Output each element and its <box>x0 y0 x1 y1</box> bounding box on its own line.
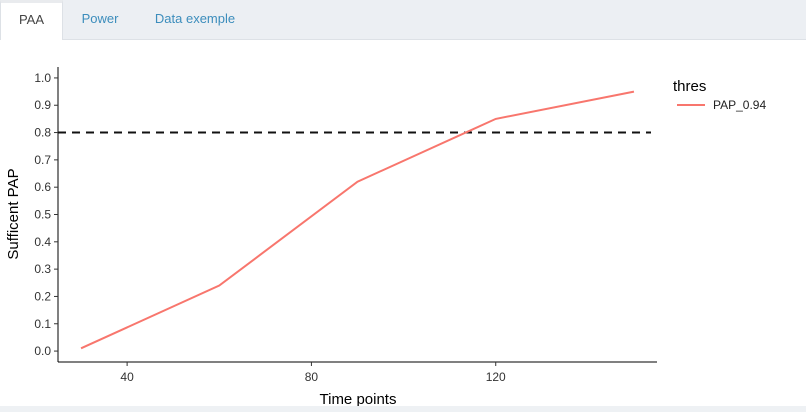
x-axis-label: Time points <box>320 391 397 408</box>
y-tick-label: 0.1 <box>34 317 51 331</box>
tab-bar: PAA Power Data exemple <box>0 0 806 41</box>
y-tick-label: 1.0 <box>34 71 51 85</box>
y-tick-label: 0.8 <box>34 126 51 140</box>
legend-title: thres <box>673 78 706 95</box>
x-tick-label: 80 <box>305 370 319 384</box>
y-axis-ticks: 0.0 0.1 0.2 0.3 0.4 0.5 0.6 0.7 0.8 0.9 1.0 <box>34 71 58 358</box>
y-tick-label: 0.7 <box>34 153 51 167</box>
y-tick-label: 0.0 <box>34 344 51 358</box>
y-tick-label: 0.4 <box>34 235 51 249</box>
chart-marks <box>58 90 651 350</box>
line-chart: 0.0 0.1 0.2 0.3 0.4 0.5 0.6 0.7 0.8 0.9 1.0 40 80 12… <box>5 67 766 408</box>
x-tick-label: 40 <box>120 370 134 384</box>
tab-panel: 0.0 0.1 0.2 0.3 0.4 0.5 0.6 0.7 0.8 0.9 1.0 40 80 12… <box>0 40 806 412</box>
x-tick-label: 120 <box>486 370 506 384</box>
y-axis-label: Sufficent PAP <box>5 168 22 259</box>
tab-power[interactable]: Power <box>81 11 119 26</box>
y-tick-label: 0.9 <box>34 98 51 112</box>
tab-paa[interactable]: PAA <box>0 0 63 41</box>
y-tick-label: 0.6 <box>34 180 51 194</box>
legend-label-pap-0-94: PAP_0.94 <box>713 98 766 112</box>
y-tick-label: 0.3 <box>34 262 51 276</box>
y-tick-label: 0.5 <box>34 208 51 222</box>
panel-footer <box>0 406 806 412</box>
tab-data-exemple[interactable]: Data exemple <box>154 11 236 26</box>
x-axis-ticks: 40 80 120 <box>120 362 506 384</box>
y-tick-label: 0.2 <box>34 289 51 303</box>
series-line-pap-0-94 <box>80 90 635 350</box>
